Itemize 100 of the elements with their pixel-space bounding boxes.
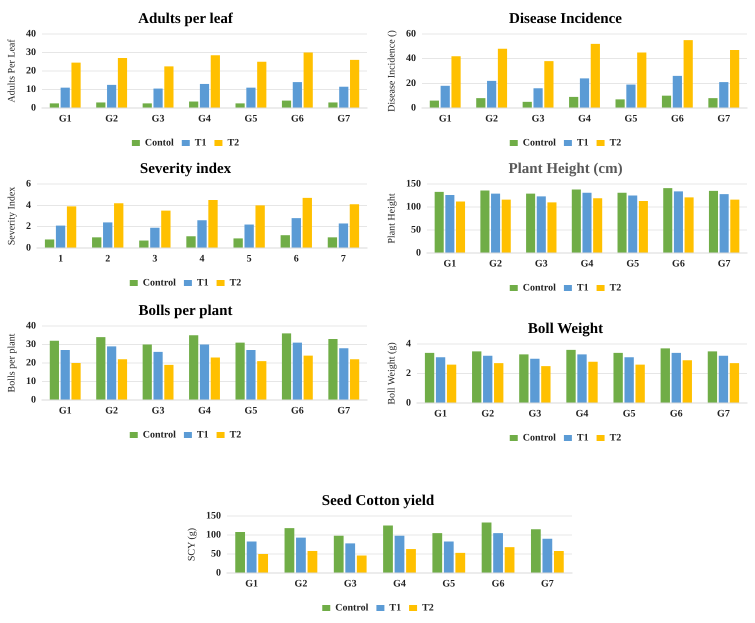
y-tick-label: 6 [26, 178, 31, 190]
x-tick-label: G6 [672, 258, 685, 270]
x-tick-label: G3 [532, 114, 544, 125]
x-tick-label: 3 [152, 254, 158, 265]
bar [142, 344, 152, 400]
x-tick-label: G4 [576, 408, 588, 420]
legend-label: T1 [576, 138, 589, 149]
x-tick-label: G4 [198, 114, 211, 125]
x-tick-label: G6 [492, 578, 504, 590]
bar [434, 192, 444, 252]
bar [71, 62, 81, 108]
bar [345, 543, 356, 572]
x-tick-label: G4 [578, 114, 591, 125]
y-axis-title: Plant Height [386, 193, 398, 244]
bar [569, 96, 578, 108]
x-tick-label: G1 [58, 114, 72, 125]
bar [244, 224, 254, 248]
y-tick-label: 0 [31, 102, 36, 114]
x-tick-label: G3 [152, 114, 164, 125]
bar [50, 340, 59, 400]
bar [582, 192, 592, 252]
x-tick-label: G7 [717, 408, 730, 420]
x-tick-label: G6 [290, 114, 304, 125]
bar [210, 357, 220, 400]
bar [542, 538, 552, 572]
legend-label: T1 [389, 602, 402, 614]
bar [455, 552, 466, 572]
bar [356, 556, 367, 572]
y-tick-label: 0 [216, 568, 221, 579]
bar [164, 364, 174, 400]
bar [292, 218, 301, 248]
x-tick-label: G2 [481, 408, 494, 420]
bar [628, 196, 638, 252]
legend-label: Control [335, 602, 369, 614]
bar [258, 554, 268, 572]
bar [708, 98, 718, 108]
x-tick-label: G1 [58, 406, 72, 417]
bar [615, 99, 625, 108]
y-tick-label: 0 [26, 242, 31, 254]
bar [150, 228, 160, 248]
bar [498, 48, 508, 108]
legend-label: T1 [576, 282, 589, 294]
bar [235, 103, 245, 108]
bar [235, 532, 246, 572]
bar [302, 198, 312, 248]
bar [186, 236, 196, 248]
y-axis-title: Bolls per plant [6, 333, 18, 392]
bar [189, 102, 198, 108]
x-tick-label: G1 [245, 578, 258, 590]
bar [638, 201, 648, 252]
bar [197, 220, 207, 248]
y-tick-label: 2 [406, 368, 411, 380]
y-axis-title: Severity Index [6, 186, 18, 246]
x-tick-label: G7 [718, 258, 731, 270]
x-tick-label: G6 [290, 406, 304, 417]
bar [292, 82, 302, 108]
y-tick-label: 30 [26, 339, 36, 350]
bar [480, 190, 490, 252]
bar [328, 102, 338, 108]
bar [432, 533, 442, 572]
y-tick-label: 100 [406, 202, 421, 213]
bar [189, 335, 198, 400]
bar [246, 350, 256, 400]
bar [257, 361, 266, 400]
y-tick-label: 50 [411, 224, 421, 236]
legend-label: T2 [422, 602, 434, 614]
bar [547, 202, 556, 252]
bar [71, 363, 81, 400]
legend-label: T1 [196, 430, 209, 441]
y-tick-label: 20 [26, 358, 36, 369]
bar [233, 238, 243, 248]
y-tick-label: 100 [206, 530, 221, 541]
x-tick-label: G5 [622, 408, 636, 420]
y-tick-label: 0 [416, 248, 421, 259]
bar [730, 50, 740, 108]
x-tick-label: G1 [443, 258, 456, 270]
legend-label: T1 [576, 432, 589, 444]
legend-label: Control [142, 430, 176, 441]
bar [708, 190, 718, 252]
bar [533, 88, 543, 108]
bar [554, 550, 564, 572]
bar [493, 533, 503, 572]
bar [139, 240, 149, 248]
y-tick-label: 4 [406, 338, 411, 350]
bar [103, 222, 112, 248]
bar [394, 536, 404, 572]
x-tick-label: G5 [624, 114, 638, 125]
bar [663, 188, 672, 252]
bar [430, 100, 439, 108]
x-tick-label: G7 [717, 114, 730, 125]
bar [255, 205, 265, 248]
bar [44, 239, 54, 248]
bar [684, 40, 693, 108]
bar [328, 237, 338, 248]
bar [282, 100, 292, 108]
chart-title: Seed Cotton yield [322, 492, 435, 509]
bar [487, 80, 496, 108]
bar [720, 194, 729, 252]
bar [350, 359, 360, 400]
y-tick-label: 10 [26, 84, 36, 96]
